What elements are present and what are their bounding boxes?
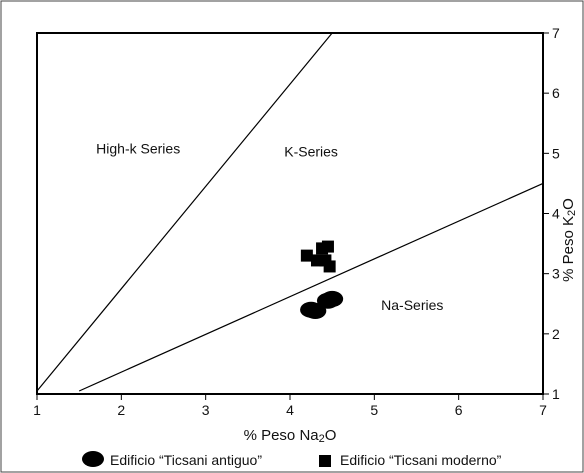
field-label-3: Na-Series	[381, 297, 443, 313]
field-labels: High-k Series K-Series Na-Series	[96, 140, 443, 312]
point-antiguo-2	[304, 302, 327, 319]
legend-label-antiguo: Edificio “Ticsani antiguo”	[110, 452, 262, 468]
legend-marker-square	[319, 455, 331, 467]
boundary-line-1	[36, 32, 333, 392]
x-tick-label-6: 6	[455, 402, 463, 418]
field-label-2: K-Series	[284, 143, 338, 159]
y-axis-label: % Peso K2O	[560, 198, 578, 282]
field-label-1: High-k Series	[96, 140, 180, 156]
point-moderno-1	[300, 249, 313, 262]
y-tick-label-7: 7	[552, 25, 560, 41]
x-tick-label-1: 1	[33, 402, 41, 418]
point-moderno-6	[323, 260, 336, 273]
x-axis-label: % Peso Na2O	[244, 427, 337, 445]
x-tick-label-4: 4	[286, 402, 294, 418]
legend: Edificio “Ticsani antiguo” Edificio “Tic…	[82, 451, 502, 468]
y-tick-label-2: 2	[552, 326, 560, 342]
x-tick-label-5: 5	[370, 402, 378, 418]
x-tick-label-3: 3	[202, 402, 210, 418]
y-tick-label-1: 1	[552, 386, 560, 402]
point-antiguo-4	[321, 290, 344, 307]
point-moderno-4	[321, 240, 334, 253]
legend-label-moderno: Edificio “Ticsani moderno”	[340, 452, 502, 468]
x-tick-label-2: 2	[117, 402, 125, 418]
y-tick-label-5: 5	[552, 145, 560, 161]
boundary-lines	[36, 32, 544, 392]
legend-marker-circle	[82, 451, 104, 467]
data-points	[300, 240, 344, 319]
y-tick-label-6: 6	[552, 85, 560, 101]
x-tick-label-7: 7	[539, 402, 547, 418]
y-tick-label-3: 3	[552, 266, 560, 282]
y-tick-label-4: 4	[552, 206, 560, 222]
boundary-line-2	[78, 182, 544, 392]
